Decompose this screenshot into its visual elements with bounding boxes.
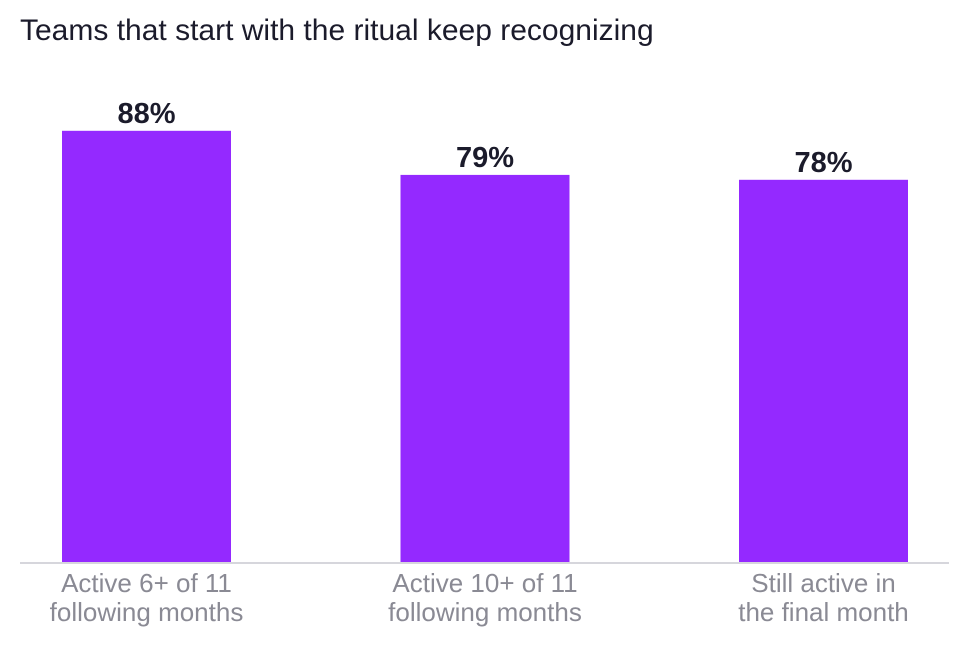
chart-title: Teams that start with the ritual keep re…	[20, 14, 654, 47]
x-tick-label-line: Active 6+ of 11	[61, 568, 232, 598]
bars-layer	[62, 130, 908, 563]
x-tick-label-3: Still active in the final month	[738, 568, 909, 627]
value-labels-layer: 88% 79% 78%	[117, 98, 852, 179]
x-tick-label-1: Active 6+ of 11 following months	[50, 568, 244, 627]
x-tick-label-line: Active 10+ of 11	[392, 568, 577, 598]
x-tick-label-line: Still active in	[751, 568, 896, 598]
x-tick-label-line: following months	[50, 597, 244, 627]
x-tick-label-line: following months	[388, 597, 582, 627]
value-label-1: 88%	[117, 98, 175, 130]
x-tick-label-2: Active 10+ of 11 following months	[388, 568, 582, 627]
x-tick-label-line: the final month	[738, 597, 909, 627]
bar-2	[400, 174, 570, 562]
bar-1	[62, 130, 231, 563]
value-label-3: 78%	[794, 147, 852, 179]
bar-3	[739, 179, 908, 563]
value-label-2: 79%	[456, 142, 514, 174]
